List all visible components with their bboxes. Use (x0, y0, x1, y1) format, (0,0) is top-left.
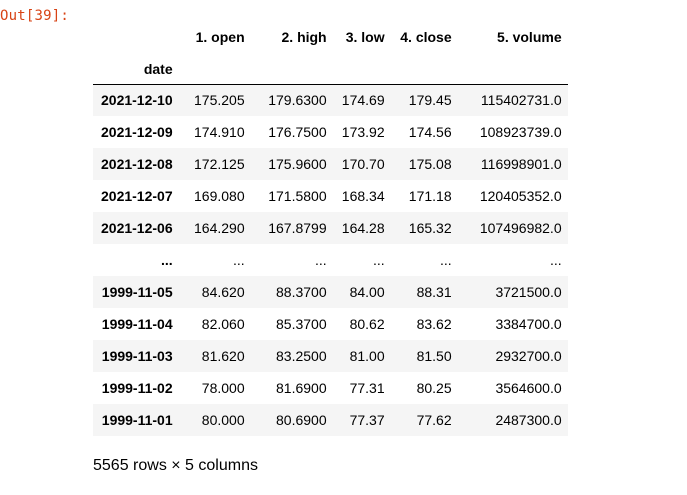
table-row: 1999-11-03 81.620 83.2500 81.00 81.50 2932700… (93, 340, 568, 372)
table-cell: 3384700.0 (495, 316, 562, 332)
row-index-date: 1999-11-01 (101, 412, 173, 428)
table-cell: 171.5800 (268, 188, 327, 204)
table-cell: 171.18 (408, 188, 452, 204)
column-header-volume: 5. volume (497, 29, 562, 45)
table-cell: 172.125 (194, 156, 245, 172)
table-cell: 84.620 (201, 284, 245, 300)
row-index-date: 2021-12-06 (101, 220, 173, 236)
table-cell: 170.70 (341, 156, 385, 172)
table-row: 1999-11-01 80.000 80.6900 77.37 77.62 2487300… (93, 404, 568, 436)
dataframe-output: 1. open 2. high 3. low 4. close 5. volum… (93, 20, 568, 436)
table-cell: ... (372, 252, 385, 268)
row-index-date: 1999-11-04 (101, 316, 173, 332)
table-cell: 80.62 (349, 316, 385, 332)
column-header-open: 1. open (195, 29, 245, 45)
column-header-close: 4. close (400, 29, 452, 45)
table-cell: 108923739.0 (479, 124, 562, 140)
table-cell: 83.2500 (276, 348, 327, 364)
table-row: 1999-11-05 84.620 88.3700 84.00 88.31 3721500… (93, 276, 568, 308)
table-row: 1999-11-02 78.000 81.6900 77.31 80.25 3564600… (93, 372, 568, 404)
table-cell: 164.28 (341, 220, 385, 236)
table-cell: 81.50 (416, 348, 452, 364)
table-cell: 120405352.0 (479, 188, 562, 204)
table-cell: 175.08 (408, 156, 452, 172)
row-index-date: 1999-11-03 (101, 348, 173, 364)
table-body: 2021-12-10 175.205 179.6300 174.69 179.45 115… (93, 84, 568, 436)
table-cell: 175.9600 (268, 156, 327, 172)
output-prompt: Out[39]: (0, 8, 70, 24)
column-header-row: 1. open 2. high 3. low 4. close 5. volum… (93, 20, 568, 54)
row-index-date: 2021-12-08 (101, 156, 173, 172)
table-cell: 167.8799 (268, 220, 327, 236)
table-cell: 173.92 (341, 124, 385, 140)
dataframe-table: 1. open 2. high 3. low 4. close 5. volum… (93, 20, 568, 436)
table-row: 1999-11-04 82.060 85.3700 80.62 83.62 3384700… (93, 308, 568, 340)
table-cell: ... (232, 252, 245, 268)
table-cell: 83.62 (416, 316, 452, 332)
table-cell: 169.080 (194, 188, 245, 204)
table-cell: 88.31 (416, 284, 452, 300)
table-cell: 77.37 (349, 412, 385, 428)
table-row: 2021-12-09 174.910 176.7500 173.92 174.56 108… (93, 116, 568, 148)
index-corner-cell (93, 20, 179, 54)
table-cell: ... (314, 252, 327, 268)
table-row: 2021-12-08 172.125 175.9600 170.70 175.08 116… (93, 148, 568, 180)
row-index-date: 1999-11-02 (101, 380, 173, 396)
table-cell: 164.290 (194, 220, 245, 236)
table-cell: 165.32 (408, 220, 452, 236)
column-header-high: 2. high (281, 29, 327, 45)
table-cell: 80.000 (201, 412, 245, 428)
table-cell: 179.45 (408, 92, 452, 109)
row-index-date: ... (160, 252, 173, 268)
table-cell: 85.3700 (276, 316, 327, 332)
row-index-date: 2021-12-07 (101, 188, 173, 204)
table-cell: 175.205 (194, 92, 245, 109)
table-cell: 2932700.0 (495, 348, 562, 364)
table-cell: 107496982.0 (479, 220, 562, 236)
table-row: 2021-12-10 175.205 179.6300 174.69 179.45 115… (93, 84, 568, 116)
table-cell: 80.6900 (276, 412, 327, 428)
table-cell: ... (439, 252, 452, 268)
index-name-header: date (93, 54, 179, 85)
table-cell: 77.31 (349, 380, 385, 396)
shape-summary: 5565 rows × 5 columns (93, 457, 258, 474)
table-cell: 78.000 (201, 380, 245, 396)
table-cell: 81.620 (201, 348, 245, 364)
table-cell: 3564600.0 (495, 380, 562, 396)
table-cell: 3721500.0 (495, 284, 562, 300)
index-name-row: date (93, 54, 568, 85)
column-header-low: 3. low (345, 29, 385, 45)
table-cell: 81.6900 (276, 380, 327, 396)
table-cell: 174.910 (194, 124, 245, 140)
table-cell: 176.7500 (268, 124, 327, 140)
table-cell: 115402731.0 (480, 92, 562, 109)
table-cell: 2487300.0 (495, 412, 562, 428)
row-index-date: 1999-11-05 (101, 284, 173, 300)
table-cell: 168.34 (341, 188, 385, 204)
row-index-date: 2021-12-10 (101, 92, 173, 109)
table-cell: 179.6300 (268, 92, 327, 109)
table-cell: 81.00 (349, 348, 385, 364)
table-cell: ... (549, 252, 562, 268)
row-index-date: 2021-12-09 (101, 124, 173, 140)
table-cell: 174.56 (408, 124, 452, 140)
table-row: 2021-12-07 169.080 171.5800 168.34 171.18 120… (93, 180, 568, 212)
table-cell: 84.00 (349, 284, 385, 300)
table-cell: 88.3700 (276, 284, 327, 300)
table-row: 2021-12-06 164.290 167.8799 164.28 165.32 107… (93, 212, 568, 244)
table-cell: 116998901.0 (480, 156, 562, 172)
table-header: 1. open 2. high 3. low 4. close 5. volum… (93, 20, 568, 85)
table-cell: 77.62 (416, 412, 452, 428)
table-cell: 174.69 (341, 92, 385, 109)
table-cell: 82.060 (201, 316, 245, 332)
table-cell: 80.25 (416, 380, 452, 396)
table-row: .................. (93, 244, 568, 276)
